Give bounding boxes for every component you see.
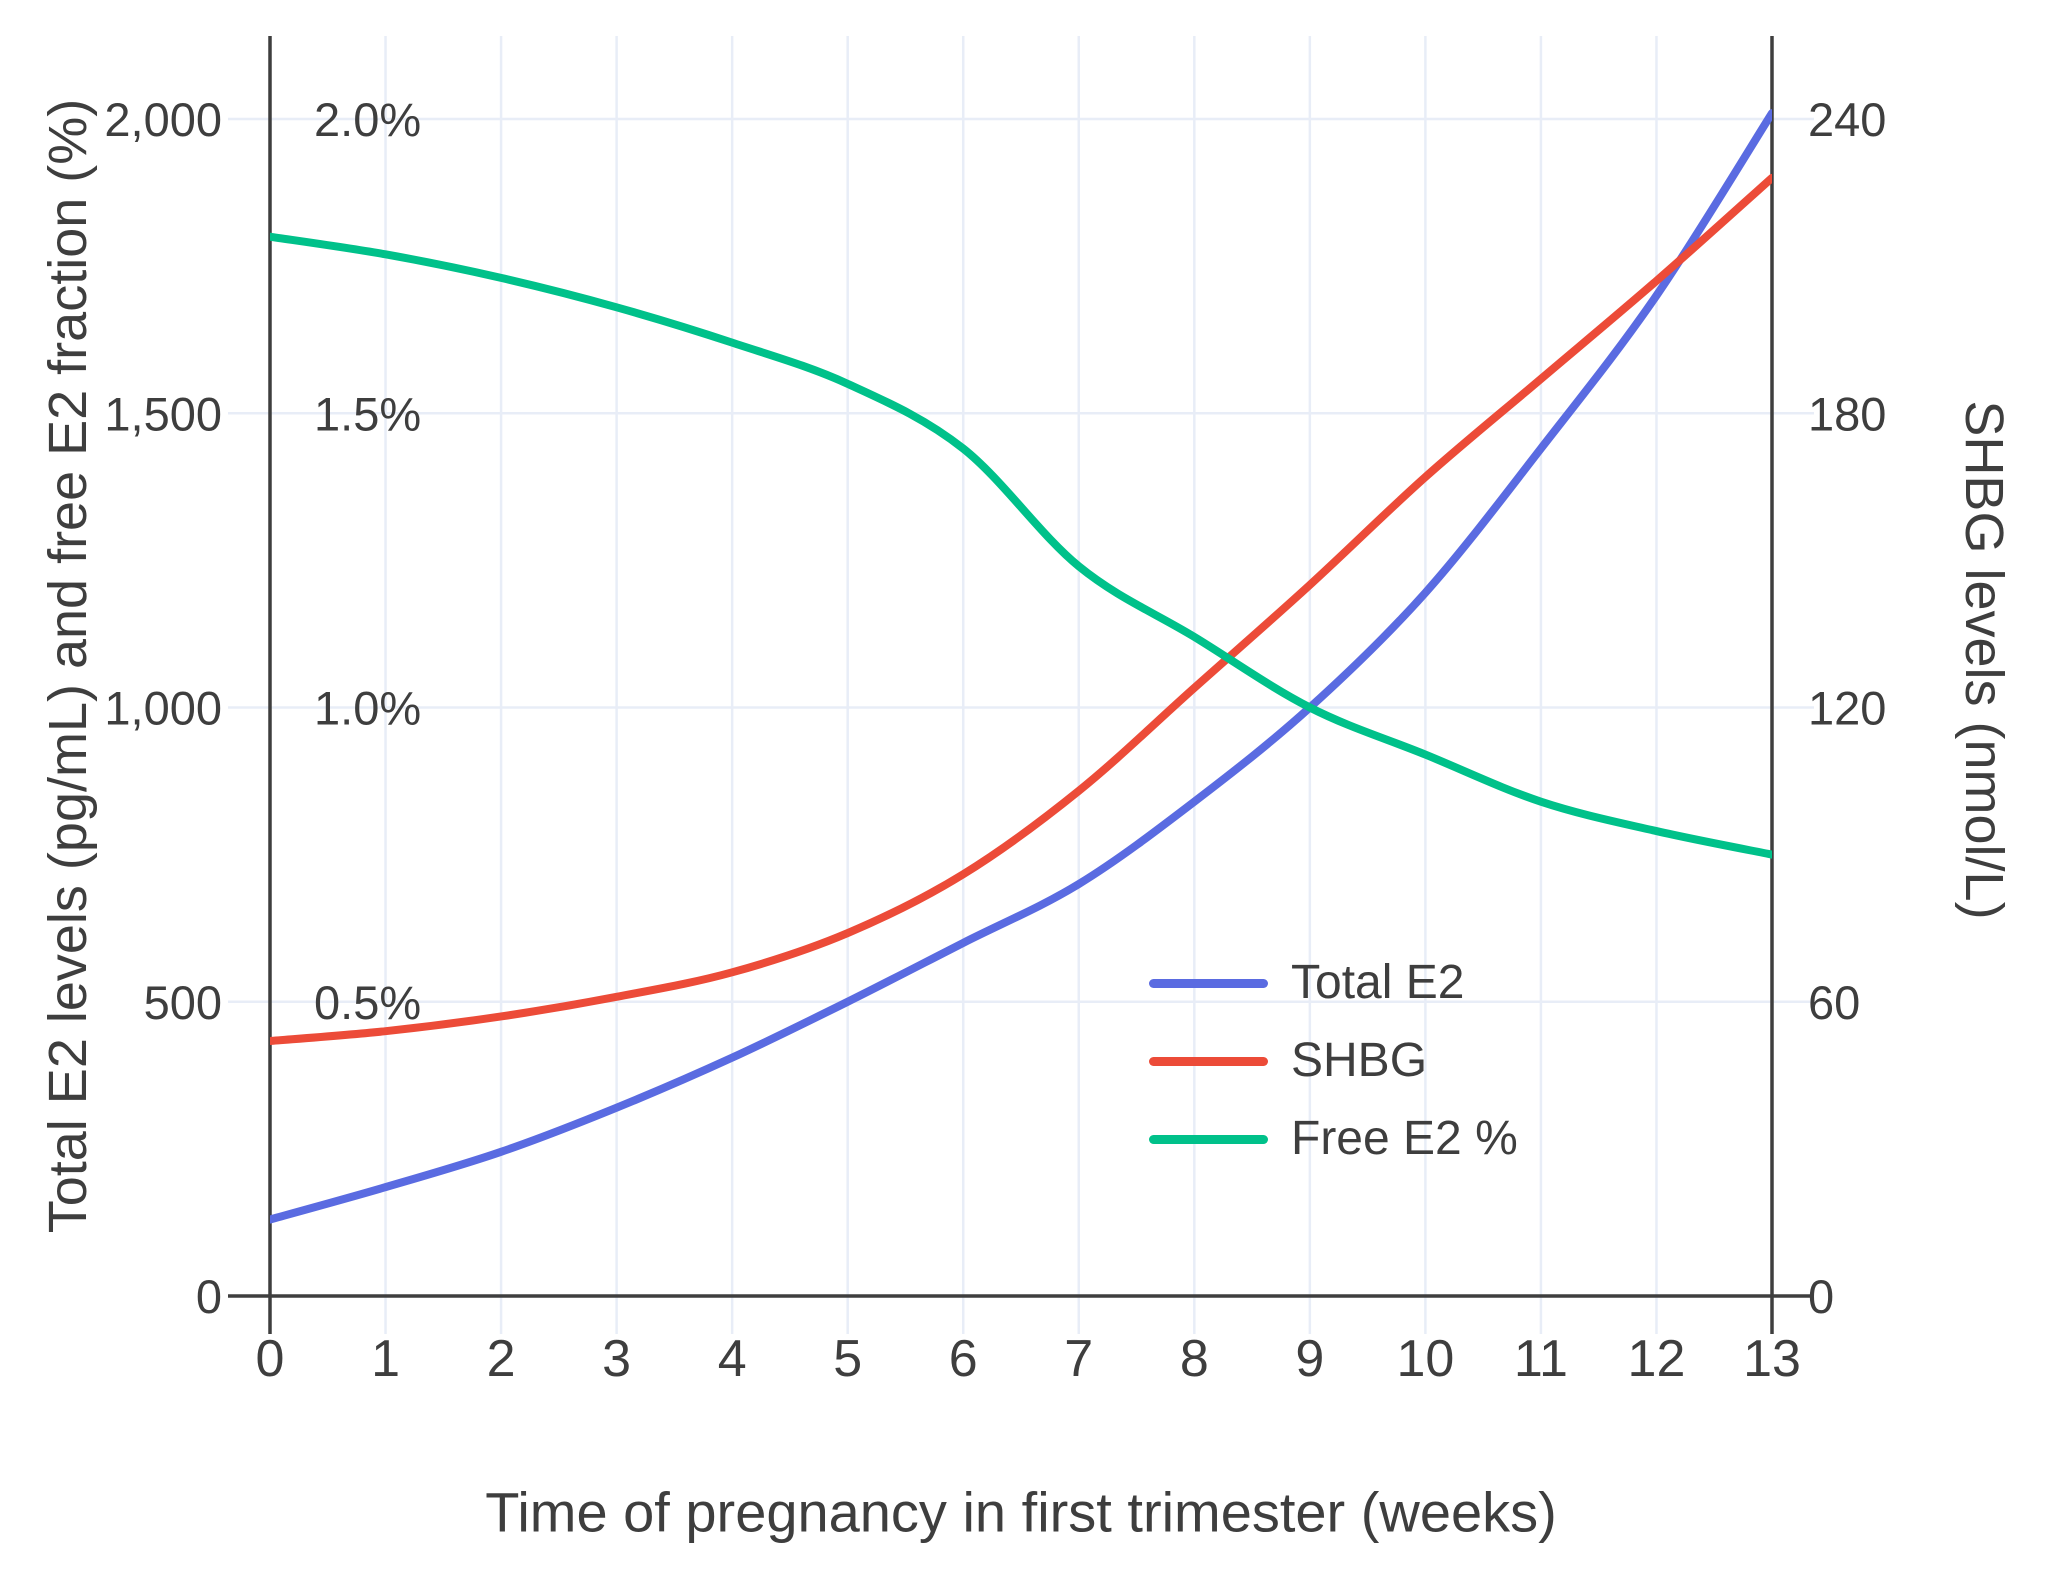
free-e2--line: [270, 232, 1772, 859]
y-right-tick-label: 0: [1808, 1270, 1834, 1323]
percent-tick-label: 1.5%: [314, 387, 421, 440]
x-tick-label: 2: [487, 1330, 516, 1388]
percent-tick-label: 2.0%: [314, 93, 421, 146]
x-tick-label: 8: [1180, 1330, 1209, 1388]
x-tick-label: 11: [1514, 1330, 1568, 1388]
y-right-tick-label: 240: [1808, 93, 1886, 146]
x-tick-label: 13: [1743, 1330, 1801, 1388]
legend-swatch: [1149, 1056, 1268, 1066]
legend-item-total-e2[interactable]: Total E2: [1149, 944, 1518, 1022]
legend-item-shbg[interactable]: SHBG: [1149, 1022, 1518, 1100]
x-tick-label: 10: [1396, 1330, 1454, 1388]
x-tick-label: 5: [833, 1330, 862, 1388]
x-tick-label: 9: [1295, 1330, 1324, 1388]
legend-swatch: [1149, 978, 1268, 988]
y-left-tick-label: 2,000: [104, 93, 222, 146]
percent-tick-label: 0.5%: [314, 976, 421, 1029]
legend-swatch: [1149, 1134, 1268, 1144]
x-tick-label: 7: [1064, 1330, 1093, 1388]
legend: Total E2 SHBG Free E2 %: [1149, 944, 1518, 1178]
x-tick-label: 1: [371, 1330, 400, 1388]
x-tick-label: 4: [718, 1330, 747, 1388]
y-right-tick-label: 120: [1808, 682, 1886, 735]
x-tick-label: 0: [256, 1330, 285, 1388]
y-left-axis-title: Total E2 levels (pg/mL) and free E2 frac…: [38, 98, 98, 1234]
series-curves: [270, 109, 1772, 1224]
legend-item-free-e2-[interactable]: Free E2 %: [1149, 1100, 1518, 1178]
percent-tick-label: 1.0%: [314, 682, 421, 735]
y-left-tick-label: 500: [144, 976, 222, 1029]
x-tick-label: 3: [602, 1330, 631, 1388]
y-left-tick-label: 1,500: [104, 387, 222, 440]
y-left-tick-label: 1,000: [104, 682, 222, 735]
legend-label: SHBG: [1291, 1034, 1428, 1087]
legend-label: Free E2 %: [1291, 1112, 1518, 1165]
total-e2-line: [270, 109, 1772, 1224]
x-axis-title: Time of pregnancy in first trimester (we…: [485, 1480, 1557, 1544]
shbg-line: [270, 173, 1772, 1045]
y-right-axis-title: SHBG levels (nmol/L): [1954, 400, 2014, 920]
y-left-tick-label: 0: [196, 1270, 222, 1323]
x-tick-label: 12: [1628, 1330, 1686, 1388]
legend-label: Total E2: [1291, 956, 1465, 1009]
x-tick-label: 6: [949, 1330, 978, 1388]
y-right-tick-label: 180: [1808, 387, 1886, 440]
y-right-tick-label: 60: [1808, 976, 1860, 1029]
